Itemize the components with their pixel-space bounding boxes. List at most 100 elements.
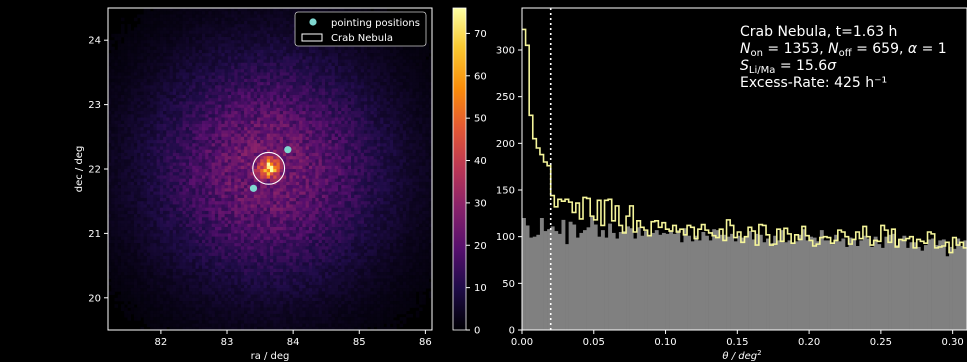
skymap-cell — [182, 249, 187, 254]
skymap-cell — [218, 152, 222, 157]
skymap-cell — [214, 201, 219, 205]
skymap-cell — [143, 272, 148, 276]
skymap-cell — [176, 30, 180, 35]
skymap-cell — [117, 259, 122, 263]
skymap-cell — [250, 43, 255, 47]
skymap-cell — [169, 27, 174, 31]
skymap-cell — [218, 159, 222, 163]
skymap-cell — [172, 136, 177, 141]
skymap-cell — [182, 255, 187, 260]
skymap-cell — [153, 98, 157, 102]
skymap-cell — [124, 36, 128, 41]
skymap-cell — [176, 88, 180, 93]
skymap-cell — [192, 185, 196, 189]
skymap-cell — [240, 297, 245, 302]
skymap-cell — [143, 146, 148, 151]
skymap-cell — [247, 85, 251, 89]
skymap-cell — [224, 207, 229, 212]
skymap-cell — [247, 98, 251, 102]
skymap-cell — [133, 120, 138, 125]
skymap-cell — [182, 239, 187, 244]
skymap-cell — [143, 252, 148, 257]
skymap-cell — [189, 243, 193, 247]
skymap-cell — [260, 313, 264, 318]
skymap-cell — [211, 143, 216, 147]
skymap-cell — [214, 40, 219, 44]
skymap-cell — [176, 201, 180, 205]
skymap-cell — [166, 94, 170, 99]
skymap-cell — [120, 91, 125, 96]
skymap-cell — [201, 284, 206, 289]
skymap-cell — [250, 56, 255, 60]
skymap-cell — [153, 307, 157, 312]
skymap-cell — [240, 130, 245, 134]
skymap-cell — [111, 191, 115, 196]
skymap-cell — [153, 204, 157, 208]
skymap-cell — [108, 85, 112, 89]
skymap-cell — [195, 233, 200, 237]
skymap-cell — [127, 62, 132, 67]
skymap-cell — [214, 114, 219, 118]
skymap-cell — [140, 162, 144, 167]
skymap-cell — [198, 207, 203, 212]
skymap-cell — [247, 120, 251, 125]
skymap-cell — [159, 223, 164, 228]
skymap-cell — [120, 82, 125, 86]
skymap-cell — [182, 165, 187, 170]
skymap-cell — [172, 59, 177, 64]
skymap-cell — [201, 310, 206, 315]
skymap-cell — [137, 169, 141, 173]
skymap-cell — [117, 172, 122, 176]
skymap-cell — [182, 268, 187, 273]
skymap-cell — [205, 88, 209, 93]
skymap-cell — [201, 140, 206, 144]
skymap-cell — [192, 210, 196, 215]
skymap-cell — [130, 284, 135, 289]
skymap-cell — [189, 33, 193, 38]
skymap-cell — [250, 291, 255, 295]
skymap-cell — [159, 272, 164, 276]
skymap-cell — [172, 127, 177, 131]
skymap-cell — [253, 246, 258, 250]
skymap-cell — [159, 59, 164, 64]
skymap-cell — [234, 294, 238, 299]
skymap-cell — [159, 114, 164, 118]
skymap-cell — [159, 43, 164, 47]
skymap-cell — [244, 62, 248, 67]
skymap-cell — [273, 75, 277, 80]
skymap-cell — [182, 288, 187, 292]
skymap-cell — [189, 91, 193, 96]
skymap-cell — [172, 265, 177, 270]
skymap-cell — [192, 265, 196, 270]
skymap-cell — [130, 75, 135, 80]
skymap-cell — [114, 265, 119, 270]
skymap-cell — [179, 223, 183, 228]
skymap-cell — [208, 275, 213, 279]
skymap-cell — [192, 326, 196, 331]
skymap-cell — [169, 156, 174, 160]
skymap-cell — [247, 249, 251, 254]
skymap-cell — [250, 123, 255, 128]
skymap-cell — [244, 98, 248, 102]
skymap-cell — [185, 169, 190, 173]
skymap-cell — [133, 127, 138, 131]
skymap-cell — [108, 210, 112, 215]
skymap-cell — [221, 59, 225, 64]
skymap-cell — [237, 53, 242, 57]
skymap-cell — [195, 140, 200, 144]
skymap-cell — [117, 65, 122, 70]
skymap-cell — [224, 156, 229, 160]
skymap-cell — [208, 14, 213, 19]
skymap-cell — [137, 94, 141, 99]
skymap-cell — [231, 69, 235, 73]
skymap-cell — [169, 152, 174, 157]
skymap-cell — [189, 46, 193, 51]
skymap-cell — [189, 317, 193, 321]
skymap-cell — [221, 226, 225, 231]
skymap-cell — [195, 197, 200, 202]
skymap-cell — [185, 201, 190, 205]
skymap-cell — [257, 272, 261, 276]
skymap-cell — [185, 301, 190, 305]
skymap-cell — [169, 323, 174, 328]
skymap-cell — [270, 178, 274, 183]
